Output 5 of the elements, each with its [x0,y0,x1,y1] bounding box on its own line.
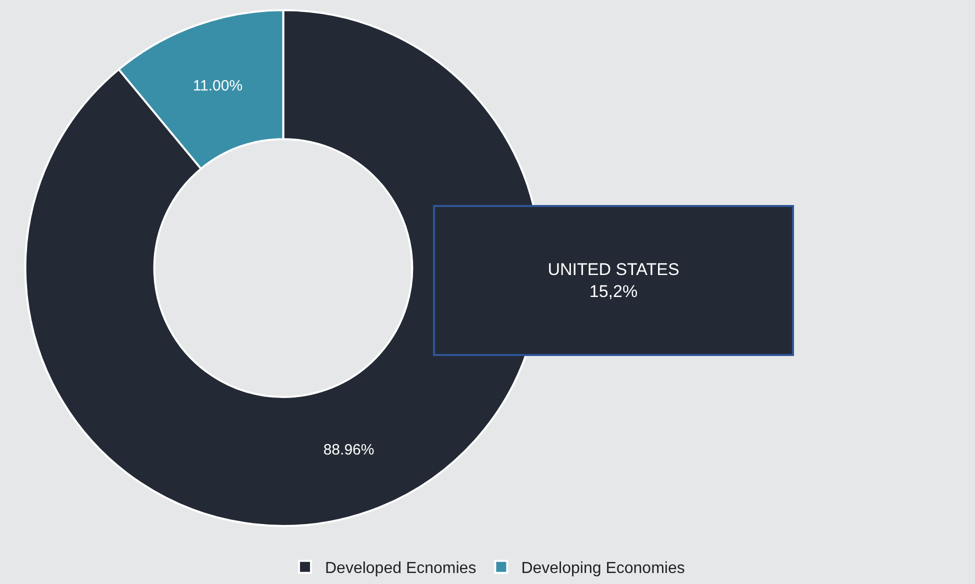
data-label: 11.00% [192,78,243,95]
legend-label: Developing Economies [521,560,685,578]
legend-label: Developed Ecnomies [325,560,476,578]
data-label: 88.96% [323,442,374,459]
text: UNITED STATES 15,2% [548,260,680,302]
